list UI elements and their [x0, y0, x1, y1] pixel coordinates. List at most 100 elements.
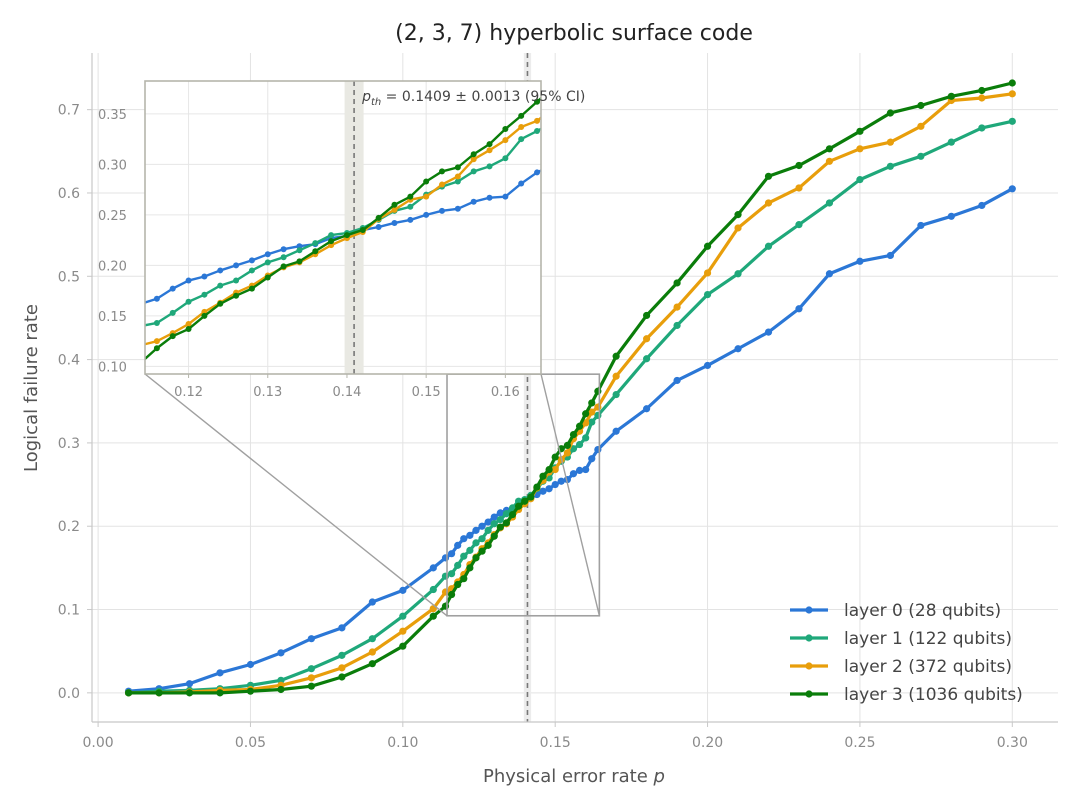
series-point	[277, 685, 285, 694]
series-point	[466, 546, 474, 554]
series-point	[277, 649, 285, 657]
series-point	[825, 199, 834, 207]
series-point	[703, 242, 712, 250]
series-point	[1008, 117, 1016, 125]
series-point	[138, 342, 144, 348]
y-axis-title: Logical failure rate	[21, 304, 42, 472]
series-point	[740, 0, 746, 3]
series-point	[478, 522, 486, 530]
series-point	[185, 277, 192, 284]
x-axis-title: Physical error rate p	[483, 766, 665, 787]
series-point	[460, 535, 468, 543]
series-point	[470, 151, 477, 158]
series-point	[201, 312, 208, 319]
series-point	[486, 141, 493, 148]
series-point	[233, 277, 240, 284]
inset-y-tick-label: 0.10	[98, 360, 127, 375]
y-tick-label: 0.5	[58, 269, 80, 285]
threshold-annotation-symbol: p	[361, 89, 371, 105]
inset-y-tick-label: 0.25	[98, 209, 127, 224]
series-point	[582, 434, 590, 442]
series-point	[368, 598, 376, 606]
series-point	[539, 472, 547, 480]
series-point	[545, 485, 553, 493]
inset-background	[145, 81, 541, 374]
series-point	[612, 390, 620, 399]
series-point	[185, 320, 192, 327]
series-point	[169, 333, 176, 340]
series-point	[447, 570, 456, 578]
series-point	[502, 193, 509, 200]
series-point	[612, 352, 620, 360]
legend-item: layer 1 (122 qubits)	[790, 629, 1012, 649]
series-point	[734, 211, 742, 219]
series-point	[582, 419, 590, 427]
series-point	[375, 223, 382, 230]
series-point	[264, 251, 271, 258]
series-point	[439, 168, 445, 175]
x-axis-title-text: Physical error rate	[483, 766, 648, 787]
series-point	[502, 155, 509, 162]
series-point	[795, 161, 803, 170]
series-point	[496, 509, 504, 517]
series-point	[423, 211, 430, 218]
series-point	[661, 59, 667, 65]
series-point	[534, 98, 541, 105]
series-point	[280, 263, 287, 270]
x-tick-label: 0.05	[235, 735, 266, 751]
series-point	[819, 67, 825, 73]
threshold-annotation-subscript: th	[371, 97, 381, 108]
series-point	[588, 408, 596, 416]
series-point	[582, 147, 588, 153]
series-point	[307, 674, 316, 682]
series-point	[1008, 185, 1016, 193]
series-point	[594, 387, 602, 395]
series-point	[124, 689, 133, 697]
main-series-group	[124, 79, 1016, 697]
series-point	[795, 305, 803, 313]
series-point	[588, 399, 596, 407]
series-point	[138, 323, 144, 329]
legend-item: layer 3 (1036 qubits)	[790, 685, 1023, 705]
series-point	[368, 635, 376, 643]
series-point	[734, 270, 742, 278]
series-point	[296, 258, 303, 265]
series-point	[216, 669, 224, 677]
series-point	[534, 128, 541, 135]
series-point	[563, 441, 571, 450]
series-point	[886, 138, 894, 146]
series-point	[612, 372, 620, 380]
series-point	[594, 445, 602, 454]
series-point	[886, 109, 894, 117]
inset-x-tick-label: 0.16	[491, 385, 520, 400]
series-point	[399, 627, 407, 635]
series-point	[248, 285, 255, 292]
series-point	[490, 520, 498, 528]
series-point	[460, 552, 468, 560]
series-point	[539, 487, 547, 495]
legend: layer 0 (28 qubits) layer 1 (122 qubits) l…	[790, 601, 1023, 705]
series-point	[502, 125, 509, 132]
series-point	[470, 198, 477, 205]
series-point	[478, 535, 486, 543]
series-point	[248, 257, 255, 264]
series-point	[856, 257, 864, 265]
series-point	[534, 169, 541, 176]
series-point	[233, 262, 240, 269]
series-point	[153, 338, 160, 345]
series-point	[734, 345, 742, 353]
series-point	[429, 564, 437, 572]
series-point	[472, 539, 480, 547]
series-point	[673, 279, 681, 287]
series-point	[594, 411, 602, 420]
series-point	[673, 376, 681, 385]
y-tick-label: 0.6	[58, 186, 80, 202]
series-point	[575, 440, 584, 449]
series-point	[217, 267, 224, 274]
series-point	[856, 145, 864, 153]
series-point	[582, 81, 588, 87]
series-point	[518, 112, 525, 119]
series-point	[472, 554, 480, 562]
series-point	[764, 172, 773, 180]
legend-item: layer 2 (372 qubits)	[790, 657, 1012, 677]
